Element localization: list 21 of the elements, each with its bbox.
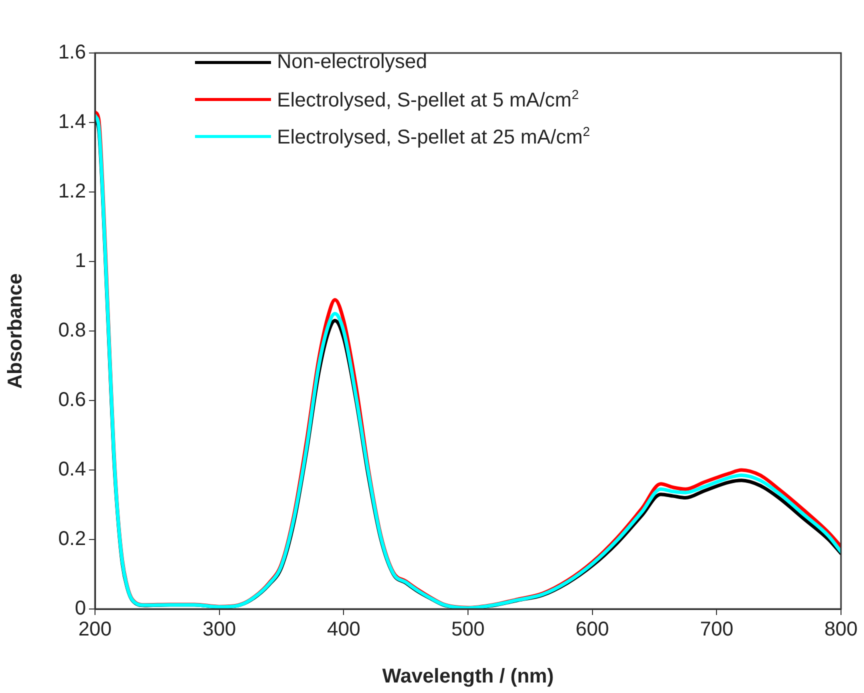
legend-label: Electrolysed, S-pellet at 5 mA/cm$^{2}$ bbox=[277, 86, 579, 112]
y-tick-label: 1.6 bbox=[58, 42, 86, 64]
x-axis-title: Wavelength / (nm) bbox=[382, 666, 554, 688]
y-tick-label: 0.6 bbox=[58, 389, 86, 412]
x-tick-label: 500 bbox=[451, 618, 485, 641]
y-tick-label: 1.4 bbox=[58, 111, 86, 134]
y-tick-label: 1.2 bbox=[58, 180, 86, 203]
x-tick-label: 800 bbox=[824, 618, 858, 641]
y-tick-label: 0.2 bbox=[58, 528, 86, 550]
legend-label: Non-electrolysed bbox=[277, 51, 428, 74]
legend-label: Electrolysed, S-pellet at 25 mA/cm$^{2}$ bbox=[277, 124, 590, 150]
x-tick-label: 700 bbox=[700, 618, 734, 641]
x-tick-label: 300 bbox=[202, 618, 236, 641]
y-tick-label: 0.4 bbox=[58, 458, 86, 481]
x-tick-label: 400 bbox=[326, 618, 360, 641]
y-tick-label: 1 bbox=[74, 250, 86, 272]
y-axis-title: Absorbance bbox=[4, 273, 27, 389]
x-tick-label: 600 bbox=[576, 618, 610, 641]
y-tick-label: 0 bbox=[74, 598, 86, 620]
x-tick-label: 200 bbox=[78, 618, 112, 641]
y-tick-label: 0.8 bbox=[58, 320, 86, 342]
